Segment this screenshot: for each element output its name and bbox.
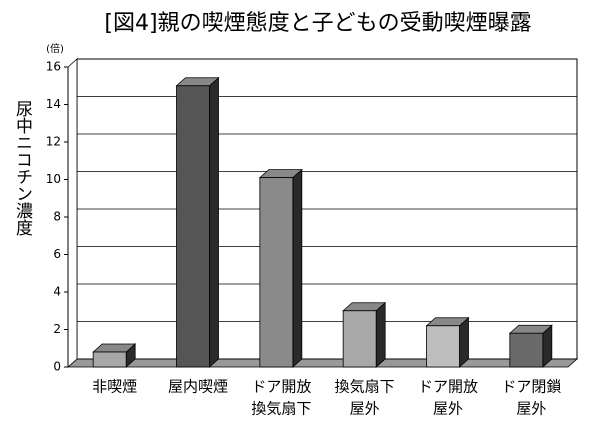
side-wall [67, 58, 78, 368]
y-tick-label: 6 [53, 247, 61, 261]
x-tick-label: 屋外 [516, 400, 546, 418]
bar [258, 168, 303, 368]
chart-title: [図4]親の喫煙態度と子どもの受動喫煙曝露 [104, 11, 531, 36]
y-tick-label: 10 [46, 172, 61, 186]
bar-front [92, 351, 127, 368]
x-tick-label: 屋内喫煙 [168, 378, 228, 396]
bar-front [342, 310, 377, 368]
y-unit: (倍) [46, 42, 64, 55]
floor [66, 358, 579, 368]
y-tick-label: 8 [53, 210, 61, 224]
x-tick-label: ドア開放 [251, 378, 311, 396]
bar-side [209, 76, 219, 368]
bar [92, 343, 137, 368]
y-tick-label: 14 [46, 97, 61, 111]
x-tick-label: 屋外 [350, 400, 380, 418]
bar-front [426, 325, 460, 368]
bar-front [509, 332, 544, 368]
x-tick-label: 屋外 [433, 400, 463, 418]
y-tick-label: 12 [46, 135, 61, 149]
bar-front [259, 177, 294, 368]
y-tick-label: 4 [53, 285, 61, 299]
y-tick-label: 16 [46, 60, 61, 74]
x-tick-label: 換気扇下 [335, 378, 395, 396]
x-tick-label: 換気扇下 [251, 400, 311, 418]
bar [342, 301, 387, 368]
bar [508, 324, 553, 368]
bar [425, 316, 470, 368]
bar [175, 76, 220, 368]
x-tick-label: ドア閉鎖 [501, 378, 561, 396]
y-axis-label: 尿中ニコチン濃度 [12, 100, 33, 236]
y-tick-label: 0 [53, 360, 61, 374]
bar-side [459, 316, 469, 368]
x-tick-label: ドア開放 [418, 378, 478, 396]
bar-side [292, 168, 303, 368]
x-tick-label: 非喫煙 [92, 378, 137, 396]
y-tick-label: 2 [53, 322, 61, 336]
bar-side [375, 301, 386, 368]
bar-front [176, 85, 210, 368]
